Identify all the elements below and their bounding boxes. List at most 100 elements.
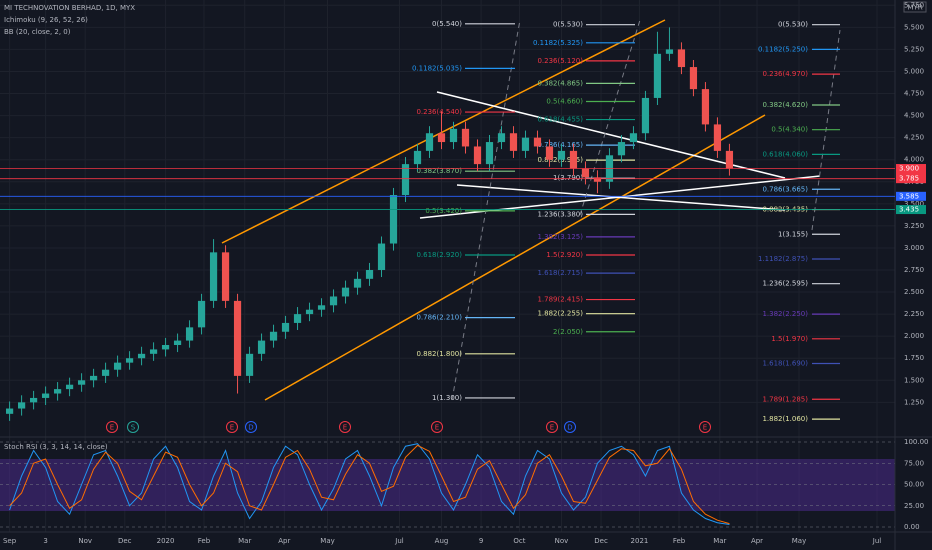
- channel-lower: [264, 114, 766, 401]
- oscillator-line: [9, 443, 730, 525]
- candle-body: [29, 397, 38, 403]
- event-marker: [245, 421, 257, 433]
- event-label: D: [248, 424, 253, 432]
- fib-label: 0.618(4.455): [537, 116, 583, 124]
- candle-body: [485, 142, 494, 165]
- candle-body: [365, 270, 374, 279]
- candle-body: [113, 362, 122, 370]
- fib-label: 0(5.530): [778, 21, 808, 29]
- fib-label: 1.1182(2.875): [758, 255, 808, 263]
- x-tick-label: May: [320, 537, 334, 545]
- fib-label: 0.236(4.540): [416, 108, 462, 116]
- event-marker: [699, 421, 711, 433]
- x-tick-label: Apr: [751, 537, 763, 545]
- candle-body: [233, 300, 242, 376]
- candle-body: [221, 252, 230, 301]
- y-tick-label: 2.500: [904, 288, 924, 296]
- candle-body: [5, 408, 14, 414]
- fib-label: 0.882(1.800): [416, 350, 462, 358]
- fib-label: 1.882(1.060): [762, 415, 808, 423]
- x-tick-label: 9: [479, 537, 483, 545]
- fib-label: 1(3.155): [778, 230, 808, 238]
- event-marker: [106, 421, 118, 433]
- fib-label: 0.5(3.420): [425, 207, 462, 215]
- oscillator-title: Stoch RSI (3, 3, 14, 14, close): [4, 443, 108, 451]
- fib-label: 1.5(2.920): [546, 251, 583, 259]
- fib-label: 0.618(2.920): [416, 251, 462, 259]
- fib-label: 1(3.790): [553, 174, 583, 182]
- candle-body: [185, 327, 194, 341]
- price-badge-label: 3.585: [899, 192, 919, 200]
- fib-label: 0.382(3.870): [416, 167, 462, 175]
- fib-label: 0.786(2.210): [416, 314, 462, 322]
- event-label: D: [567, 424, 572, 432]
- y-tick-label: 50.00: [904, 481, 924, 489]
- price-badge-label: 3.785: [899, 175, 919, 183]
- fib-label: 0.1182(5.250): [758, 45, 808, 53]
- y-tick-label: 2.000: [904, 332, 924, 340]
- x-tick-label: Jul: [394, 537, 404, 545]
- x-tick-label: Oct: [513, 537, 525, 545]
- indicator-label: Ichimoku (9, 26, 52, 26): [4, 16, 88, 24]
- candle-body: [401, 164, 410, 195]
- candle-body: [53, 389, 62, 394]
- fib-label: 2(2.050): [553, 328, 583, 336]
- candle-body: [725, 150, 734, 169]
- event-label: E: [110, 424, 114, 432]
- candle-body: [521, 137, 530, 151]
- candle-body: [77, 380, 86, 385]
- fib-label: 1.382(2.250): [762, 310, 808, 318]
- event-label: E: [703, 424, 707, 432]
- y-tick-label: 100.00: [904, 438, 929, 446]
- fib-label: 1(1.300): [432, 394, 462, 402]
- fib-label: 0.382(4.620): [762, 101, 808, 109]
- candle-body: [629, 133, 638, 143]
- candle-body: [17, 402, 26, 409]
- fib-label: 0.236(5.120): [537, 57, 583, 65]
- candle-body: [557, 150, 566, 160]
- x-tick-label: May: [792, 537, 806, 545]
- candle-body: [413, 150, 422, 165]
- candle-body: [65, 384, 74, 390]
- candle-body: [569, 150, 578, 169]
- fib-label: 0.882(3.995): [537, 156, 583, 164]
- candle-body: [245, 353, 254, 376]
- channel-upper: [221, 19, 666, 244]
- fib-label: 0.5(4.660): [546, 97, 583, 105]
- candle-body: [209, 252, 218, 301]
- fib-label: 0(5.540): [432, 20, 462, 28]
- dashed-line: [579, 19, 641, 216]
- oscillator-line: [9, 444, 730, 525]
- event-marker: [226, 421, 238, 433]
- fib-label: 1.236(2.595): [762, 280, 808, 288]
- candle-body: [389, 195, 398, 244]
- candle-body: [689, 67, 698, 90]
- candle-body: [125, 358, 134, 363]
- fib-label: 1.618(1.690): [762, 360, 808, 368]
- candle-body: [545, 146, 554, 160]
- candle-body: [425, 133, 434, 151]
- currency-box: [903, 1, 927, 13]
- candle-body: [449, 128, 458, 143]
- candle-body: [281, 322, 290, 332]
- event-label: E: [230, 424, 234, 432]
- fib-label: 0.382(4.865): [537, 79, 583, 87]
- fib-label: 0.1182(5.035): [412, 64, 462, 72]
- candle-body: [653, 53, 662, 98]
- event-label: E: [435, 424, 439, 432]
- event-marker: [127, 421, 139, 433]
- x-tick-label: Apr: [278, 537, 290, 545]
- candle-body: [257, 340, 266, 354]
- candle-body: [497, 133, 506, 143]
- fib-label: 1.789(1.285): [762, 395, 808, 403]
- fib-label: 0.236(4.970): [762, 70, 808, 78]
- fib-label: 0(5.530): [553, 21, 583, 29]
- x-tick-label: Feb: [198, 537, 211, 545]
- y-tick-label: 4.250: [904, 134, 924, 142]
- price-badge: [896, 205, 926, 215]
- candle-body: [353, 278, 362, 288]
- x-tick-label: Mar: [238, 537, 251, 545]
- y-tick-label: 0.00: [904, 523, 920, 531]
